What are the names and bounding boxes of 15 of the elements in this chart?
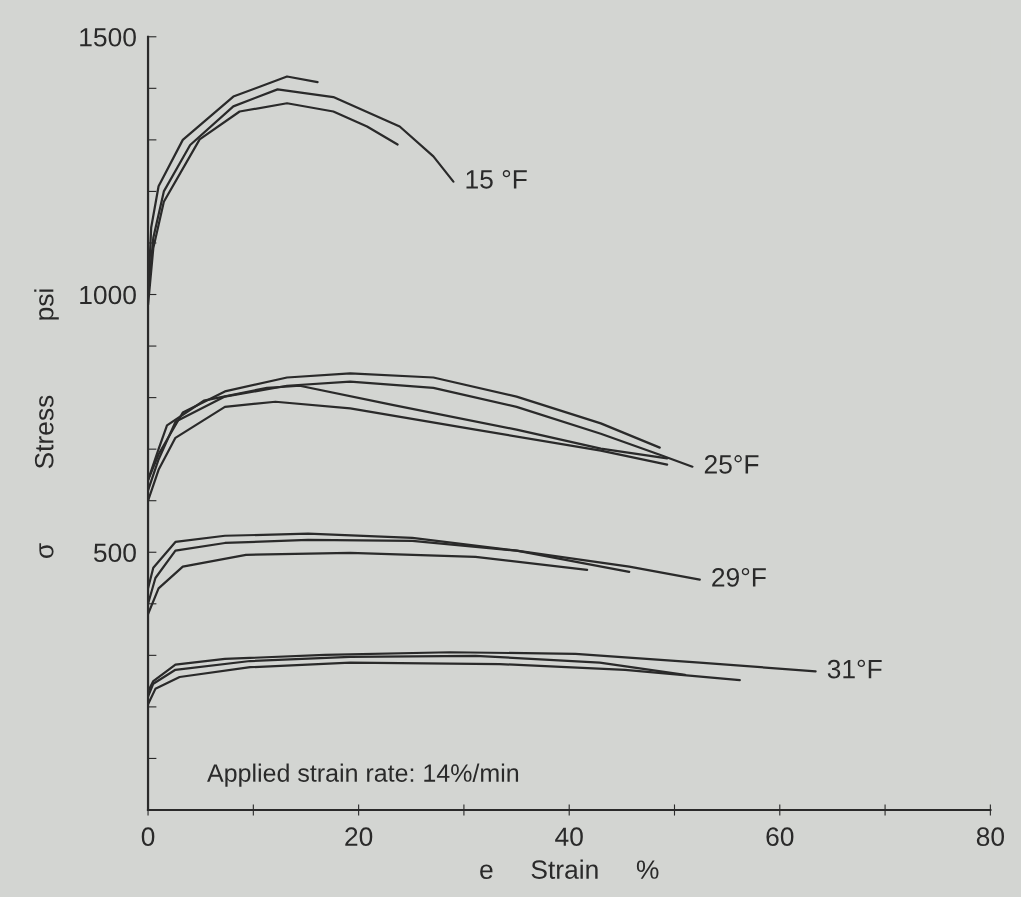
y-tick-label: 500 bbox=[93, 543, 136, 563]
x-tick-label: 40 bbox=[555, 827, 583, 847]
y-tick-label: 1000 bbox=[80, 285, 136, 305]
series-label: 15 °F bbox=[466, 170, 527, 189]
series-label: 29°F bbox=[712, 567, 766, 587]
x-tick-label: 60 bbox=[766, 827, 794, 847]
series-label: 25°F bbox=[704, 455, 759, 474]
x-axis-title: e Strain % bbox=[480, 859, 659, 879]
y-axis-title: σ Stress psi bbox=[34, 289, 59, 558]
x-tick-label: 0 bbox=[141, 827, 155, 847]
y-tick-label: 1500 bbox=[80, 27, 136, 47]
x-tick-label: 80 bbox=[976, 827, 1005, 847]
x-tick-label: 20 bbox=[345, 827, 373, 847]
annotation: Applied strain rate: 14%/min bbox=[207, 763, 519, 787]
series-label: 31°F bbox=[827, 659, 882, 679]
